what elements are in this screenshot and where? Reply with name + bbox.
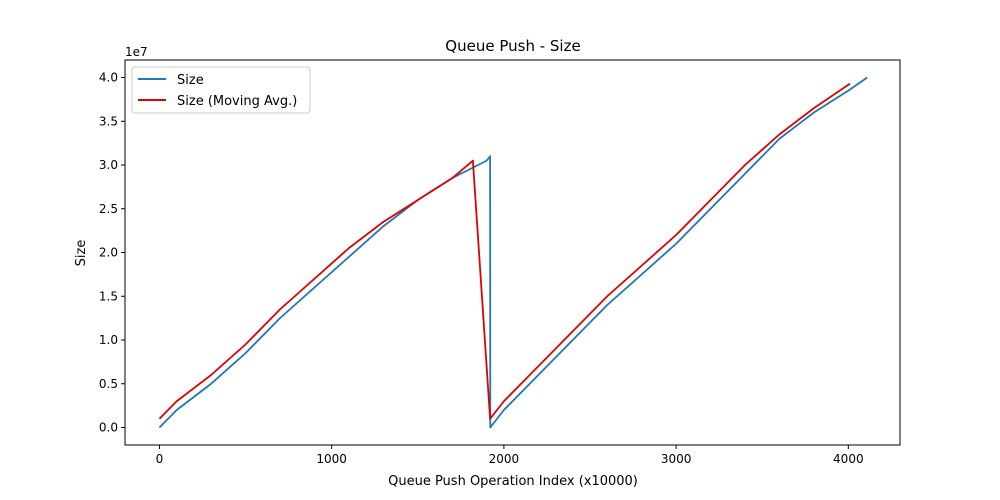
y-tick-label: 3.0 [99, 158, 118, 172]
x-tick-label: 4000 [833, 452, 864, 466]
x-tick-label: 0 [156, 452, 164, 466]
y-tick-label: 1.5 [99, 289, 118, 303]
y-tick-label: 2.0 [99, 246, 118, 260]
series-line-size [158, 76, 868, 429]
plot-frame [124, 59, 901, 446]
plot-area: 0 1000 2000 3000 4000 0.0 0.5 1.0 1.5 2.0 2.5 3.0 3… [99, 59, 901, 466]
x-tick-label: 3000 [661, 452, 692, 466]
y-tick-label: 0.5 [99, 377, 118, 391]
legend-label-size: Size [177, 73, 204, 88]
y-tick-label: 3.5 [99, 114, 118, 128]
chart-title: Queue Push - Size [445, 37, 580, 55]
y-offset-label: 1e7 [125, 45, 148, 59]
series-layer [158, 76, 868, 429]
series-line-moving-avg [158, 82, 851, 420]
legend: Size Size (Moving Avg.) [131, 66, 311, 114]
y-axis-label: Size [74, 240, 89, 267]
legend-box [131, 66, 311, 114]
y-tick-label: 0.0 [99, 421, 118, 435]
y-tick-label: 4.0 [99, 71, 118, 85]
x-axis-ticks: 0 1000 2000 3000 4000 [156, 445, 864, 466]
legend-label-moving-avg: Size (Moving Avg.) [177, 94, 297, 109]
y-tick-label: 1.0 [99, 333, 118, 347]
x-tick-label: 1000 [316, 452, 347, 466]
y-axis-ticks: 0.0 0.5 1.0 1.5 2.0 2.5 3.0 3.5 4.0 [99, 71, 125, 435]
x-tick-label: 2000 [489, 452, 520, 466]
y-tick-label: 2.5 [99, 202, 118, 216]
x-axis-label: Queue Push Operation Index (x10000) [388, 474, 638, 489]
